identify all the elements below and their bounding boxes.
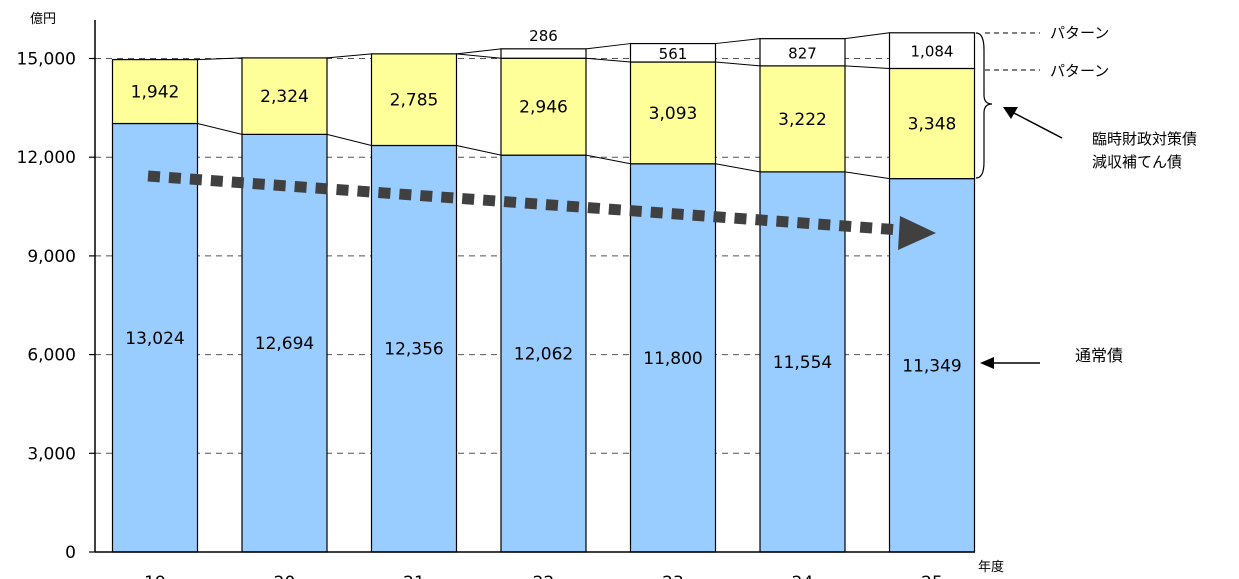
connector-line — [715, 38, 761, 45]
connector-line — [585, 154, 631, 165]
connector-line — [197, 57, 243, 61]
x-tick-label: 20 — [274, 573, 296, 579]
bar-label-regular: 12,356 — [384, 340, 443, 360]
bar-label-regular: 13,024 — [125, 329, 184, 349]
bar-label-special: 3,348 — [908, 115, 957, 135]
y-tick-label: 9,000 — [27, 247, 76, 267]
bar-label-special: 3,222 — [778, 110, 827, 130]
connector-line — [585, 43, 631, 50]
bar-label-special: 2,946 — [519, 98, 568, 118]
connector-line — [844, 32, 890, 40]
bar-segment-special — [629, 61, 717, 165]
bar-segment-special — [888, 67, 976, 180]
x-tick-label: 25 — [921, 573, 943, 579]
bar-label-special: 2,785 — [390, 91, 439, 111]
special-label-line2: 減収補てん債 — [1092, 153, 1182, 171]
y-tick-label: 3,000 — [27, 444, 76, 464]
trend-arrow-head — [898, 216, 936, 250]
special-label-line1: 臨時財政対策債 — [1092, 130, 1197, 148]
bar-segment-regular — [370, 144, 458, 553]
bar-segment-pattern — [500, 48, 587, 59]
y-tick-label: 15,000 — [17, 50, 76, 70]
bar-segment-special — [759, 65, 846, 173]
special-arrow-head — [1003, 107, 1018, 119]
special-bracket — [975, 32, 993, 179]
bar-segment-regular — [888, 178, 976, 553]
y-tick-label: 6,000 — [27, 346, 76, 366]
connector-line — [715, 163, 761, 173]
y-unit-label: 億円 — [30, 11, 56, 27]
bar-label-regular: 12,694 — [255, 334, 314, 354]
x-tick-label: 24 — [792, 573, 814, 579]
connector-line — [326, 133, 372, 146]
pattern-top-label: パターン — [1050, 24, 1109, 42]
bar-label-regular: 11,800 — [643, 349, 702, 369]
bar-segment-special — [241, 57, 328, 135]
bar-label-special: 1,942 — [131, 83, 180, 103]
bar-segment-pattern — [759, 38, 846, 67]
bar-connector-lines — [197, 32, 890, 180]
bars — [111, 32, 976, 553]
bar-segment-regular — [500, 154, 587, 553]
bar-label-regular: 12,062 — [514, 345, 573, 365]
bar-segment-pattern — [629, 42, 717, 63]
x-tick-label: 22 — [533, 573, 555, 579]
bar-label-regular: 11,349 — [902, 356, 961, 376]
axes — [94, 20, 975, 553]
connector-line — [715, 61, 761, 67]
connector-line — [197, 123, 243, 135]
bar-label-pattern: 286 — [529, 27, 558, 45]
special-arrow-line — [1011, 111, 1063, 139]
y-tick-label: 0 — [65, 543, 76, 563]
connector-line — [844, 171, 890, 180]
annotations: パターン パターン 臨時財政対策債 減収補てん債 通常債 — [975, 24, 1197, 369]
connector-line — [456, 53, 502, 59]
x-tick-labels: 19 20 21 22 23 24 25 — [144, 573, 943, 579]
bar-segment-special — [500, 57, 587, 156]
x-tick-label: 21 — [403, 573, 425, 579]
connector-line — [326, 53, 372, 59]
bar-label-pattern: 827 — [788, 44, 817, 62]
bar-segment-special — [370, 53, 458, 147]
bar-label-pattern: 561 — [659, 45, 688, 63]
bar-segment-special — [111, 59, 199, 125]
bar-segment-pattern — [888, 32, 976, 70]
bar-label-pattern: 1,084 — [911, 43, 954, 61]
x-tick-label: 23 — [662, 573, 684, 579]
x-unit-label: 年度 — [978, 559, 1004, 575]
connector-line — [456, 144, 502, 156]
regular-label: 通常債 — [1075, 346, 1123, 365]
connector-line — [456, 48, 502, 55]
pattern-mid-label: パターン — [1050, 62, 1109, 80]
bar-segment-regular — [111, 122, 199, 553]
bar-value-labels: 13,024 1,942 12,694 2,324 12,356 2,785 12,062 2… — [125, 27, 961, 376]
regular-arrow-head — [980, 357, 994, 369]
y-tick-labels: 0 3,000 6,000 9,000 12,000 15,000 — [17, 50, 95, 563]
bar-label-regular: 11,554 — [773, 353, 832, 373]
bar-segment-regular — [241, 133, 328, 553]
bar-label-special: 3,093 — [649, 104, 698, 124]
bar-label-special: 2,324 — [260, 87, 309, 107]
connector-line — [585, 57, 631, 63]
connector-line — [844, 65, 890, 69]
y-tick-label: 12,000 — [17, 148, 76, 168]
trend-arrow — [147, 170, 936, 250]
x-tick-label: 19 — [144, 573, 166, 579]
bar-segment-regular — [629, 163, 717, 553]
